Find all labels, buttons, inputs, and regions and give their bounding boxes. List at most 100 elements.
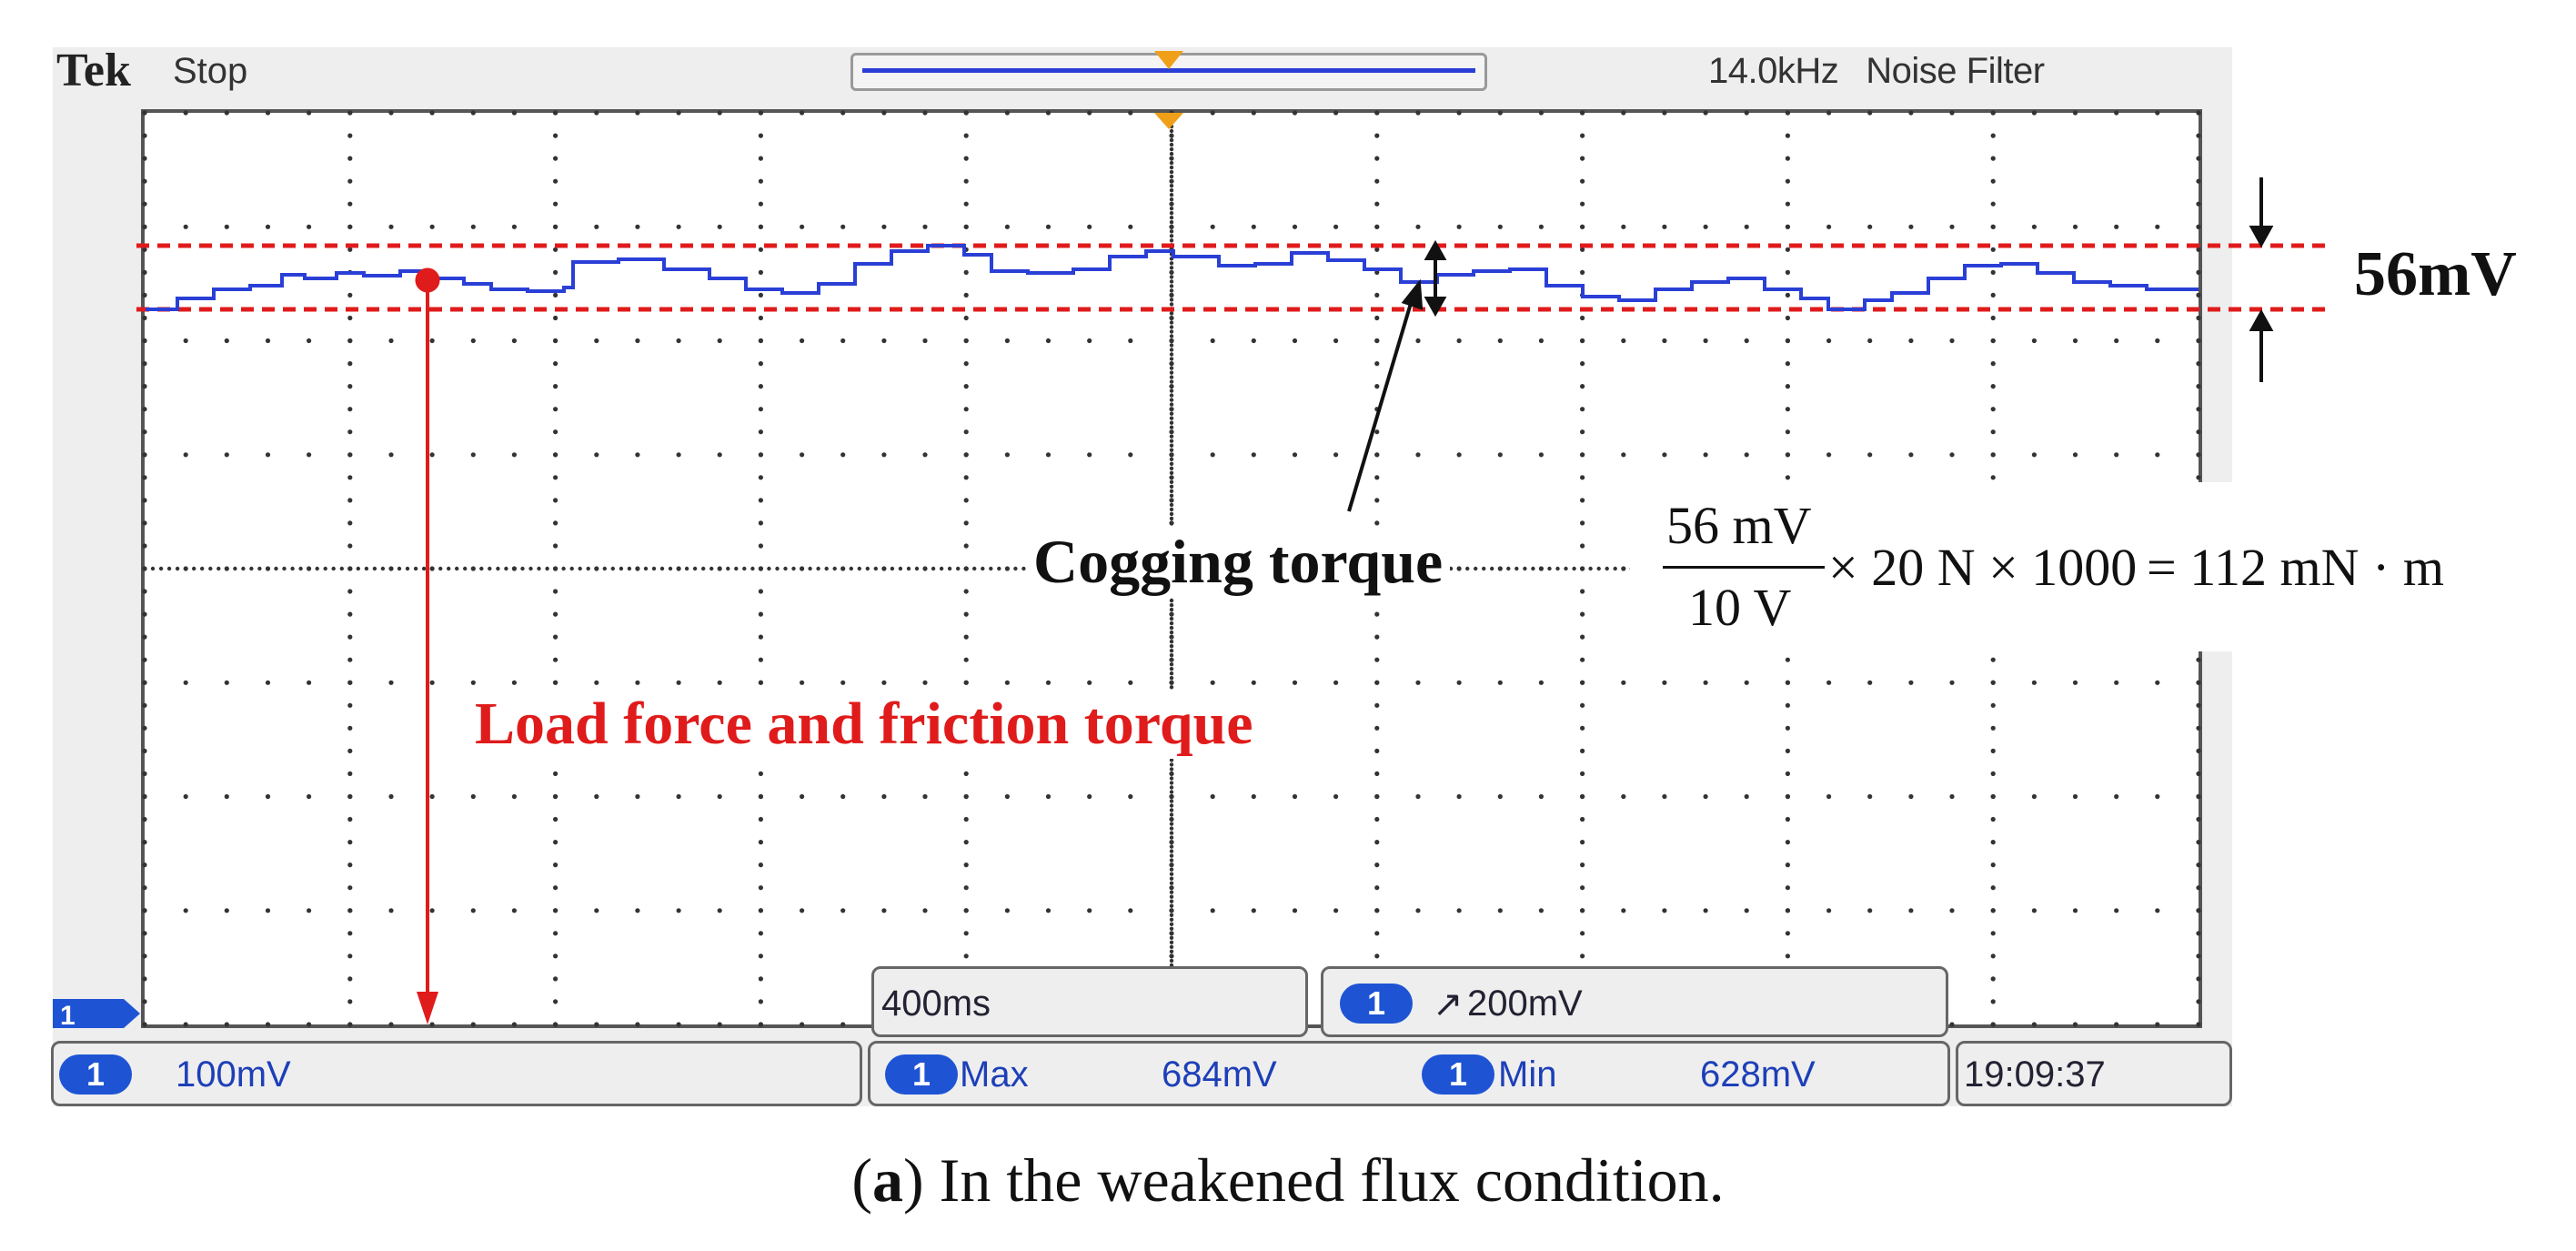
graticule-dot xyxy=(1169,867,1174,872)
graticule-dot xyxy=(347,201,353,207)
graticule-dot xyxy=(470,224,476,229)
graticule-dot xyxy=(758,498,764,503)
graticule-dot xyxy=(1580,338,1585,344)
graticule-dot xyxy=(1785,224,1790,229)
graticule-dot xyxy=(947,566,952,571)
graticule-dot xyxy=(142,566,147,571)
graticule-dot xyxy=(553,361,558,367)
graticule-dot xyxy=(758,816,764,822)
graticule-dot xyxy=(307,452,312,458)
graticule-dot xyxy=(758,475,764,480)
graticule-dot xyxy=(1169,284,1174,288)
graticule-dot xyxy=(963,657,969,662)
graticule-dot xyxy=(1867,680,1873,685)
graticule-dot xyxy=(1169,640,1174,644)
graticule-dot xyxy=(2072,224,2078,229)
min-label: Min xyxy=(1498,1054,1557,1095)
graticule-dot xyxy=(1169,298,1174,302)
graticule-dot xyxy=(323,566,327,571)
graticule-dot xyxy=(347,543,353,549)
graticule-dot xyxy=(1169,184,1174,188)
graticule-dot xyxy=(142,315,147,321)
graticule-dot xyxy=(2196,178,2201,184)
graticule-dot xyxy=(1169,311,1174,316)
graticule-dot xyxy=(1580,771,1585,777)
graticule-dot xyxy=(142,133,147,138)
graticule-dot xyxy=(1990,953,1996,959)
graticule-dot xyxy=(1169,922,1174,926)
fraction-bar xyxy=(1663,566,1825,569)
graticule-dot xyxy=(266,566,270,571)
graticule-dot xyxy=(1169,316,1174,320)
graticule-dot xyxy=(2196,976,2201,982)
brand-logo: Tek xyxy=(56,45,131,96)
graticule-dot xyxy=(470,793,476,800)
graticule-dot xyxy=(142,269,147,275)
graticule-dot xyxy=(1169,681,1174,685)
graticule-dot xyxy=(964,566,969,571)
graticule-dot xyxy=(347,247,353,252)
trigger-level-value: 200mV xyxy=(1467,984,1583,1024)
graticule-dot xyxy=(594,908,599,913)
graticule-dot xyxy=(265,680,271,685)
graticule-dot xyxy=(800,793,805,800)
graticule-dot xyxy=(1169,917,1174,922)
graticule-dot xyxy=(2155,908,2160,913)
graticule-dot xyxy=(347,1022,353,1027)
graticule-dot xyxy=(2196,429,2201,435)
graticule-dot xyxy=(2072,1022,2078,1027)
graticule-dot xyxy=(1497,224,1503,229)
graticule-dot xyxy=(1538,224,1544,229)
graticule-dot xyxy=(1169,361,1174,366)
graticule-dot xyxy=(758,840,764,845)
graticule-dot xyxy=(758,976,764,982)
graticule-dot xyxy=(709,566,714,571)
channel-scale-panel: 1 100mV xyxy=(51,1041,862,1106)
graticule-dot xyxy=(2155,1022,2160,1027)
graticule-dot xyxy=(1087,680,1092,685)
graticule-dot xyxy=(142,498,147,503)
graticule-dot xyxy=(421,566,427,571)
graticule-dot xyxy=(1169,466,1174,470)
graticule-dot xyxy=(1580,840,1585,845)
graticule-dot xyxy=(142,634,147,640)
formula-result: = 112 mN · m xyxy=(2147,538,2444,597)
graticule-dot xyxy=(1210,338,1215,344)
graticule-dot xyxy=(963,771,969,777)
graticule-dot xyxy=(1949,452,1955,458)
graticule-dot xyxy=(265,338,271,344)
graticule-dot xyxy=(553,269,558,275)
graticule-dot xyxy=(1169,366,1174,370)
graticule-dot xyxy=(470,1022,476,1027)
graticule-dot xyxy=(963,543,969,549)
graticule-dot xyxy=(184,566,188,571)
graticule-dot xyxy=(668,566,673,571)
graticule-dot xyxy=(1128,452,1133,458)
graticule-dot xyxy=(225,566,229,571)
graticule-dot xyxy=(1292,452,1298,458)
figure-caption: (a) In the weakened flux condition. xyxy=(851,1145,1725,1215)
graticule-dot xyxy=(1867,793,1873,800)
graticule-dot xyxy=(1497,110,1503,116)
graticule-dot xyxy=(1169,225,1174,229)
graticule-dot xyxy=(183,793,188,800)
graticule-dot xyxy=(1374,520,1380,526)
graticule-dot xyxy=(1785,110,1790,116)
cogging-torque-label: Cogging torque xyxy=(1026,526,1451,598)
graticule-dot xyxy=(1538,680,1544,685)
graticule-dot xyxy=(372,566,377,571)
graticule-dot xyxy=(2114,338,2119,344)
graticule-dot xyxy=(840,908,846,913)
graticule-dot xyxy=(1169,484,1174,489)
graticule-dot xyxy=(553,840,558,845)
graticule-dot xyxy=(2196,361,2201,367)
graticule-dot xyxy=(1990,315,1996,321)
graticule-dot xyxy=(758,589,764,594)
graticule-dot xyxy=(914,566,920,571)
graticule-dot xyxy=(2155,680,2160,685)
graticule-dot xyxy=(1374,156,1380,161)
graticule-dot xyxy=(963,680,969,685)
graticule-dot xyxy=(1169,653,1174,658)
graticule-dot xyxy=(857,566,861,571)
graticule-dot xyxy=(1785,725,1790,731)
